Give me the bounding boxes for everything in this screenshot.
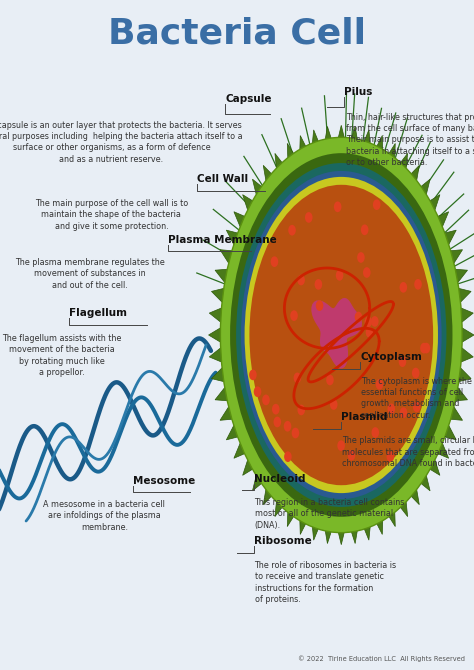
Circle shape	[298, 405, 305, 415]
Circle shape	[272, 404, 280, 415]
Circle shape	[399, 356, 406, 367]
Text: The cytoplasm is where the
essential functions of cell
growth, metabolism and
re: The cytoplasm is where the essential fun…	[361, 377, 472, 420]
Text: Capsule: Capsule	[225, 94, 272, 104]
Circle shape	[348, 450, 356, 460]
Text: © 2022  Tirine Education LLC  All Rights Reserved: © 2022 Tirine Education LLC All Rights R…	[298, 655, 465, 662]
Circle shape	[414, 279, 422, 289]
Text: The capsule is an outer layer that protects the bacteria. It serves
several purp: The capsule is an outer layer that prote…	[0, 121, 243, 164]
Ellipse shape	[249, 185, 433, 485]
Circle shape	[262, 395, 270, 405]
Circle shape	[315, 279, 322, 289]
Circle shape	[413, 401, 420, 412]
Text: This region in a bacteria cell contains
most or all of the genetic material
(DNA: This region in a bacteria cell contains …	[255, 498, 405, 530]
Circle shape	[334, 202, 341, 212]
Circle shape	[336, 270, 343, 281]
Circle shape	[249, 369, 257, 380]
Text: The plasmids are small, circular DNA
molecules that are separated from the
chrom: The plasmids are small, circular DNA mol…	[342, 436, 474, 468]
Circle shape	[271, 257, 278, 267]
Circle shape	[326, 375, 334, 385]
Text: The main purpose of the cell wall is to
maintain the shape of the bacteria
and g: The main purpose of the cell wall is to …	[35, 199, 188, 231]
Polygon shape	[311, 298, 362, 368]
Circle shape	[400, 282, 407, 293]
Circle shape	[420, 343, 428, 354]
Text: Ribosome: Ribosome	[254, 536, 311, 546]
Ellipse shape	[236, 163, 447, 507]
Circle shape	[400, 407, 407, 418]
Circle shape	[355, 312, 362, 322]
Circle shape	[292, 427, 299, 438]
Text: Cell Wall: Cell Wall	[197, 174, 248, 184]
Circle shape	[297, 275, 305, 285]
Circle shape	[363, 267, 371, 278]
Circle shape	[365, 316, 372, 327]
Circle shape	[293, 373, 301, 383]
Circle shape	[388, 403, 395, 414]
Text: Plasmid: Plasmid	[341, 412, 388, 422]
Text: A mesosome in a bacteria cell
are infoldings of the plasma
membrane.: A mesosome in a bacteria cell are infold…	[43, 500, 165, 532]
Ellipse shape	[220, 137, 462, 533]
Circle shape	[357, 252, 365, 263]
Circle shape	[373, 199, 381, 210]
Text: The plasma membrane regulates the
movement of substances in
and out of the cell.: The plasma membrane regulates the moveme…	[15, 258, 165, 290]
Ellipse shape	[241, 171, 442, 499]
Circle shape	[372, 427, 379, 438]
Circle shape	[361, 224, 368, 235]
Circle shape	[288, 225, 296, 236]
Circle shape	[387, 451, 394, 462]
Text: Nucleoid: Nucleoid	[254, 474, 305, 484]
Polygon shape	[209, 125, 474, 545]
Circle shape	[273, 417, 281, 427]
Circle shape	[305, 212, 312, 223]
Circle shape	[330, 399, 337, 410]
Circle shape	[316, 300, 323, 311]
Text: Bacteria Cell: Bacteria Cell	[108, 17, 366, 50]
Text: Thin, hair-like structures that protrude
from the cell surface of many bacteria.: Thin, hair-like structures that protrude…	[346, 113, 474, 168]
Text: Plasma Membrane: Plasma Membrane	[168, 234, 277, 245]
Circle shape	[376, 379, 383, 390]
Ellipse shape	[245, 177, 438, 493]
Circle shape	[371, 316, 379, 327]
Circle shape	[254, 387, 261, 397]
Circle shape	[337, 440, 345, 451]
Text: Pilus: Pilus	[344, 87, 372, 97]
Text: Flagellum: Flagellum	[69, 308, 127, 318]
Circle shape	[284, 452, 292, 462]
Text: Cytoplasm: Cytoplasm	[360, 352, 422, 362]
Circle shape	[290, 310, 298, 321]
Circle shape	[423, 343, 430, 354]
Text: Mesosome: Mesosome	[133, 476, 195, 486]
Circle shape	[412, 368, 419, 379]
Circle shape	[365, 327, 373, 338]
Ellipse shape	[230, 153, 453, 517]
Circle shape	[284, 421, 292, 431]
Text: The role of ribosomes in bacteria is
to receive and translate genetic
instructio: The role of ribosomes in bacteria is to …	[255, 561, 397, 604]
Text: The flagellum assists with the
movement of the bacteria
by rotating much like
a : The flagellum assists with the movement …	[2, 334, 121, 377]
